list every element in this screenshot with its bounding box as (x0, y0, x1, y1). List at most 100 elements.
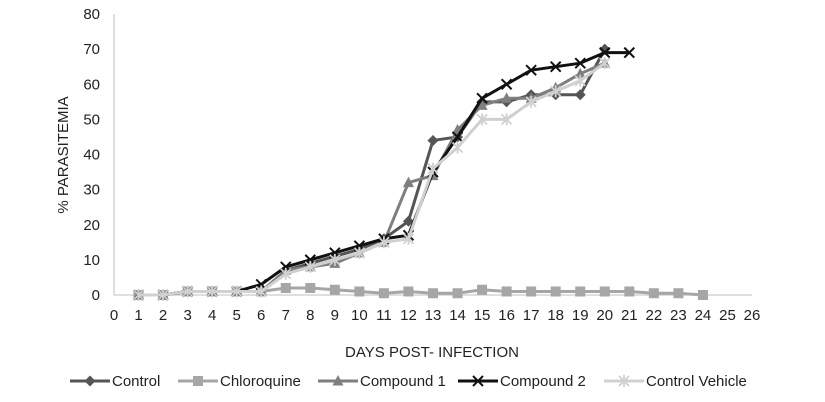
data-point-chloroquine (477, 284, 488, 295)
x-tick-label: 23 (670, 307, 687, 324)
data-point-chloroquine (673, 288, 684, 299)
y-tick-label: 70 (83, 41, 100, 58)
data-point-control-vehicle (599, 57, 611, 70)
data-point-control-vehicle (181, 285, 194, 298)
series-compound-1 (133, 57, 611, 300)
x-tick-label: 1 (134, 307, 142, 324)
data-point-control (427, 134, 439, 146)
x-tick-label: 13 (425, 307, 442, 324)
x-tick-label: 16 (498, 307, 515, 324)
data-point-compound-2 (476, 92, 488, 105)
x-tick-label: 18 (547, 307, 564, 324)
legend-label-control: Control (112, 373, 160, 390)
x-tick-label: 25 (719, 307, 736, 324)
data-point-compound-1 (574, 67, 586, 79)
data-point-control-vehicle (525, 95, 537, 108)
data-point-control-vehicle (451, 141, 464, 154)
legend-marker-chloroquine (193, 376, 203, 386)
data-point-control-vehicle (206, 285, 218, 298)
data-point-chloroquine (280, 282, 291, 293)
data-point-chloroquine (697, 290, 708, 300)
data-point-control-vehicle (550, 85, 562, 98)
x-tick-label: 15 (474, 307, 491, 324)
y-tick-label: 60 (83, 76, 100, 93)
x-tick-label: 2 (159, 307, 167, 324)
data-point-compound-1 (501, 92, 513, 103)
y-tick-label: 50 (83, 111, 100, 128)
data-point-compound-1 (402, 176, 414, 188)
legend-marker-compound-1 (332, 375, 344, 386)
data-point-chloroquine (452, 288, 463, 299)
data-point-chloroquine (575, 286, 586, 297)
legend-item-control: Control (70, 373, 160, 390)
data-point-control-vehicle (329, 253, 341, 266)
data-point-compound-2 (599, 46, 611, 59)
x-tick-label: 24 (695, 307, 712, 324)
y-tick-label: 80 (83, 6, 100, 23)
x-tick-label: 11 (376, 307, 392, 324)
data-point-chloroquine (550, 286, 561, 297)
y-tick-label: 0 (92, 287, 100, 304)
data-point-control-vehicle (132, 289, 145, 301)
y-tick-label: 30 (83, 182, 100, 199)
x-tick-label: 8 (306, 307, 314, 324)
data-point-compound-2 (525, 64, 537, 76)
x-tick-label: 5 (233, 307, 241, 324)
data-point-chloroquine (403, 286, 414, 297)
x-tick-label: 3 (183, 307, 191, 324)
data-point-control-vehicle (574, 74, 586, 87)
x-tick-label: 14 (449, 307, 466, 324)
data-point-chloroquine (378, 288, 389, 299)
series-line-control (138, 48, 607, 297)
legend-label-compound-1: Compound 1 (360, 373, 446, 390)
data-point-control (574, 89, 586, 101)
data-point-control-vehicle (231, 285, 243, 298)
data-point-control-vehicle (427, 162, 439, 175)
x-tick-label: 6 (257, 307, 265, 324)
x-tick-label: 26 (744, 307, 761, 324)
series-control (133, 43, 611, 301)
data-point-control (402, 215, 414, 227)
data-point-control-vehicle (353, 246, 366, 259)
x-tick-label: 7 (282, 307, 290, 324)
x-tick-label: 4 (208, 307, 216, 324)
data-point-chloroquine (624, 286, 635, 297)
data-point-compound-2 (500, 78, 513, 90)
legend-marker-control (84, 375, 96, 387)
legend: Control Chloroquine Compound 1 Compound 2 Co… (70, 373, 747, 390)
data-point-chloroquine (599, 286, 610, 297)
data-point-compound-2 (451, 131, 464, 143)
legend-label-chloroquine: Chloroquine (220, 373, 301, 390)
legend-item-compound-1: Compound 1 (318, 373, 446, 390)
x-tick-label: 19 (572, 307, 589, 324)
x-tick-label: 21 (621, 307, 638, 324)
data-point-compound-2 (623, 46, 636, 59)
data-point-chloroquine (329, 284, 340, 295)
y-tick-label: 10 (83, 252, 100, 269)
y-axis-label: % PARASITEMIA (55, 96, 72, 213)
data-point-control-vehicle (280, 267, 292, 280)
data-point-chloroquine (526, 286, 537, 297)
data-point-compound-1 (476, 99, 488, 110)
legend-item-chloroquine: Chloroquine (178, 373, 301, 390)
x-tick-label: 17 (523, 307, 540, 324)
y-tick-label: 20 (83, 217, 100, 234)
data-point-control-vehicle (378, 236, 390, 249)
legend-label-control-vehicle: Control Vehicle (646, 373, 747, 390)
y-tick-label: 40 (83, 147, 100, 164)
data-point-control-vehicle (157, 289, 169, 301)
data-point-compound-2 (549, 60, 562, 73)
series-group (132, 43, 708, 301)
legend-label-compound-2: Compound 2 (500, 373, 586, 390)
x-tick-label: 12 (400, 307, 417, 324)
data-point-chloroquine (428, 288, 438, 299)
data-point-control-vehicle (402, 232, 415, 245)
x-tick-label: 22 (646, 307, 663, 324)
data-point-chloroquine (648, 288, 659, 299)
x-axis-label: DAYS POST- INFECTION (345, 344, 519, 361)
data-point-control-vehicle (304, 260, 316, 273)
x-tick-label: 0 (110, 307, 118, 324)
data-point-chloroquine (305, 282, 316, 293)
